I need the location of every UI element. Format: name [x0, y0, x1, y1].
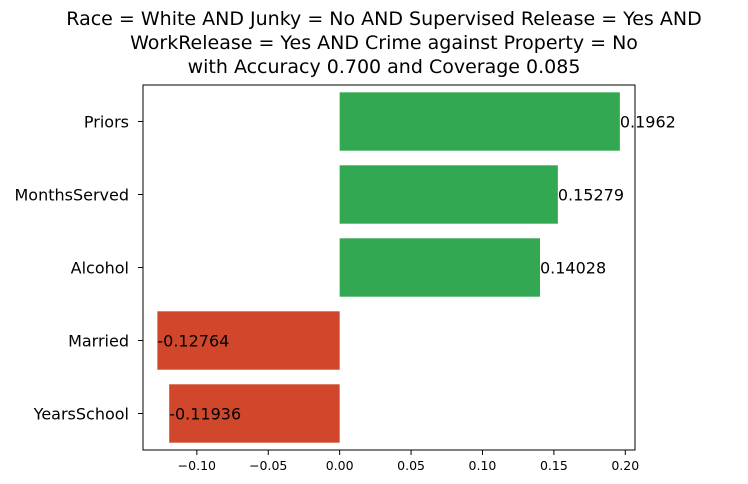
bar-monthsserved — [339, 165, 558, 224]
bar-yearsschool — [169, 384, 340, 443]
y-tick-label-yearsschool: YearsSchool — [33, 405, 129, 424]
y-tick-label-married: Married — [68, 332, 129, 351]
data-labels-group: 0.1962 0.15279 0.14028 -0.12764 -0.11936 — [157, 113, 675, 424]
title-line-1: Race = White AND Junky = No AND Supervis… — [66, 8, 701, 30]
x-axis: −0.10 −0.05 0.00 0.05 0.10 0.15 0.20 — [178, 450, 639, 473]
data-label-yearsschool: -0.11936 — [169, 405, 241, 424]
title-line-2: WorkRelease = Yes AND Crime against Prop… — [130, 32, 638, 54]
x-tick-label: 0.00 — [326, 458, 354, 473]
chart-title: Race = White AND Junky = No AND Supervis… — [66, 8, 701, 78]
x-tick-label: 0.10 — [469, 458, 497, 473]
title-line-3: with Accuracy 0.700 and Coverage 0.085 — [188, 56, 581, 78]
data-label-married: -0.12764 — [157, 332, 229, 351]
x-tick-label: −0.10 — [178, 458, 216, 473]
y-tick-label-priors: Priors — [84, 113, 129, 132]
bar-priors — [339, 92, 620, 151]
y-tick-label-alcohol: Alcohol — [71, 259, 129, 278]
x-tick-label: 0.20 — [611, 458, 639, 473]
y-tick-label-monthsserved: MonthsServed — [14, 186, 129, 205]
data-label-alcohol: 0.14028 — [540, 259, 606, 278]
data-label-priors: 0.1962 — [620, 113, 676, 132]
x-tick-label: −0.05 — [249, 458, 287, 473]
x-tick-label: 0.15 — [540, 458, 568, 473]
bar-married — [157, 311, 340, 370]
data-label-monthsserved: 0.15279 — [558, 186, 624, 205]
x-tick-label: 0.05 — [397, 458, 425, 473]
y-axis: Priors MonthsServed Alcohol Married YearsSch… — [14, 113, 143, 424]
bar-alcohol — [339, 238, 540, 297]
bars-group — [157, 92, 620, 443]
